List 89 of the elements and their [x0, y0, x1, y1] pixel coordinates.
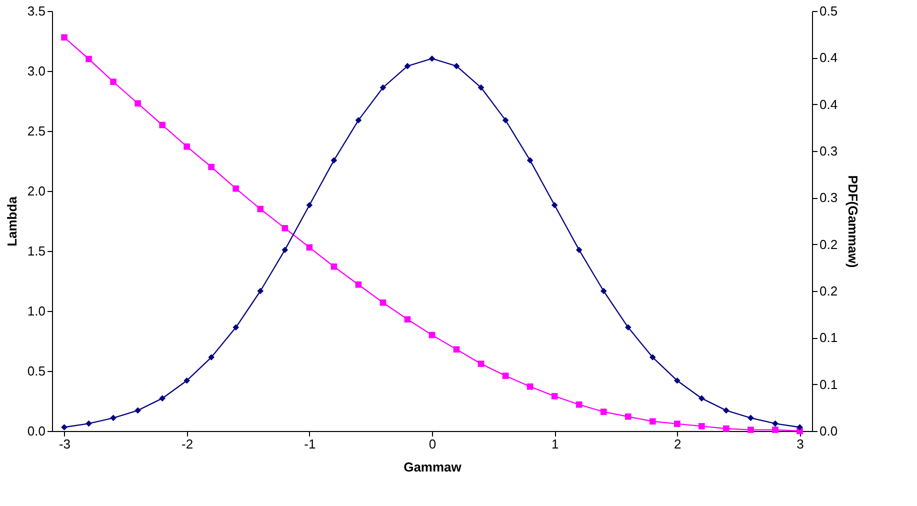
point	[86, 420, 92, 427]
point	[282, 246, 288, 254]
point	[478, 84, 484, 91]
point	[453, 62, 460, 70]
point	[698, 395, 705, 402]
point	[232, 185, 240, 192]
point	[208, 164, 215, 170]
point	[649, 418, 656, 425]
y2-tick-label: 0.2	[820, 236, 838, 252]
y-tick-label: 1.0	[27, 304, 46, 318]
point	[404, 316, 411, 323]
y2-tick-label: 0.5	[820, 4, 838, 18]
x-tick-label: 2	[674, 436, 682, 452]
point	[600, 408, 607, 415]
point	[624, 413, 632, 420]
point	[232, 324, 240, 331]
point	[502, 117, 509, 124]
point	[282, 225, 288, 232]
y-tick-label: 3.0	[27, 64, 46, 78]
point	[576, 401, 582, 408]
y2-tick-label: 0.3	[820, 190, 838, 206]
y-tick-label: 1.5	[27, 244, 46, 258]
y2-tick-label: 0.0	[820, 424, 838, 438]
point	[674, 377, 680, 384]
point	[61, 424, 68, 430]
point	[159, 395, 166, 402]
point	[674, 420, 680, 427]
point	[134, 407, 141, 414]
point	[796, 424, 803, 430]
point	[748, 426, 754, 433]
point	[748, 414, 754, 422]
point	[772, 420, 778, 427]
y2-tick-label: 0.3	[820, 144, 838, 158]
point	[110, 414, 116, 422]
point	[624, 324, 632, 331]
point	[526, 383, 534, 390]
point	[134, 100, 141, 107]
y2-axis-title: PDF(Gammaw)	[846, 175, 861, 268]
point	[380, 84, 386, 91]
y-tick-label: 0.5	[27, 364, 46, 378]
point	[723, 425, 730, 432]
x-tick-label: 3	[796, 436, 804, 452]
point	[428, 55, 436, 62]
point	[526, 157, 534, 164]
x-axis-title: Gammaw	[404, 460, 462, 474]
point	[478, 360, 484, 367]
point	[355, 281, 362, 288]
point	[551, 202, 558, 208]
x-tick-label: 1	[551, 436, 559, 452]
point	[649, 354, 656, 360]
y2-tick-label: 0.1	[820, 330, 838, 346]
point	[306, 244, 313, 251]
y-axis-title: Lambda	[4, 196, 20, 246]
y-tick-label: 3.5	[27, 4, 46, 18]
point	[723, 407, 730, 414]
y-tick-label: 2.5	[27, 124, 46, 138]
point	[330, 157, 338, 164]
point	[306, 202, 313, 208]
point	[428, 332, 436, 338]
point	[208, 354, 215, 360]
point	[576, 246, 582, 254]
point	[184, 143, 190, 150]
point	[600, 288, 607, 294]
point	[61, 34, 68, 41]
x-tick-label: -3	[58, 436, 71, 452]
y2-tick-label: 0.4	[820, 96, 838, 112]
y-tick-label: 0.0	[27, 424, 46, 438]
point	[184, 377, 190, 384]
point	[355, 117, 362, 124]
point	[86, 56, 92, 62]
point	[257, 206, 264, 212]
point	[772, 426, 778, 433]
x-tick-label: -1	[304, 436, 316, 452]
point	[380, 299, 386, 306]
x-tick-label: -2	[182, 436, 194, 452]
point	[453, 346, 460, 353]
point	[698, 423, 705, 430]
y2-tick-label: 0.1	[820, 376, 838, 392]
point	[159, 122, 166, 128]
point	[257, 288, 264, 294]
point	[551, 393, 558, 400]
x-tick-label: 0	[428, 436, 436, 452]
point	[502, 372, 509, 379]
y2-tick-label: 0.4	[820, 50, 838, 66]
y-tick-label: 2.0	[27, 184, 46, 198]
point	[330, 263, 338, 270]
point	[404, 62, 411, 70]
y2-tick-label: 0.2	[820, 284, 838, 298]
point	[110, 78, 116, 85]
